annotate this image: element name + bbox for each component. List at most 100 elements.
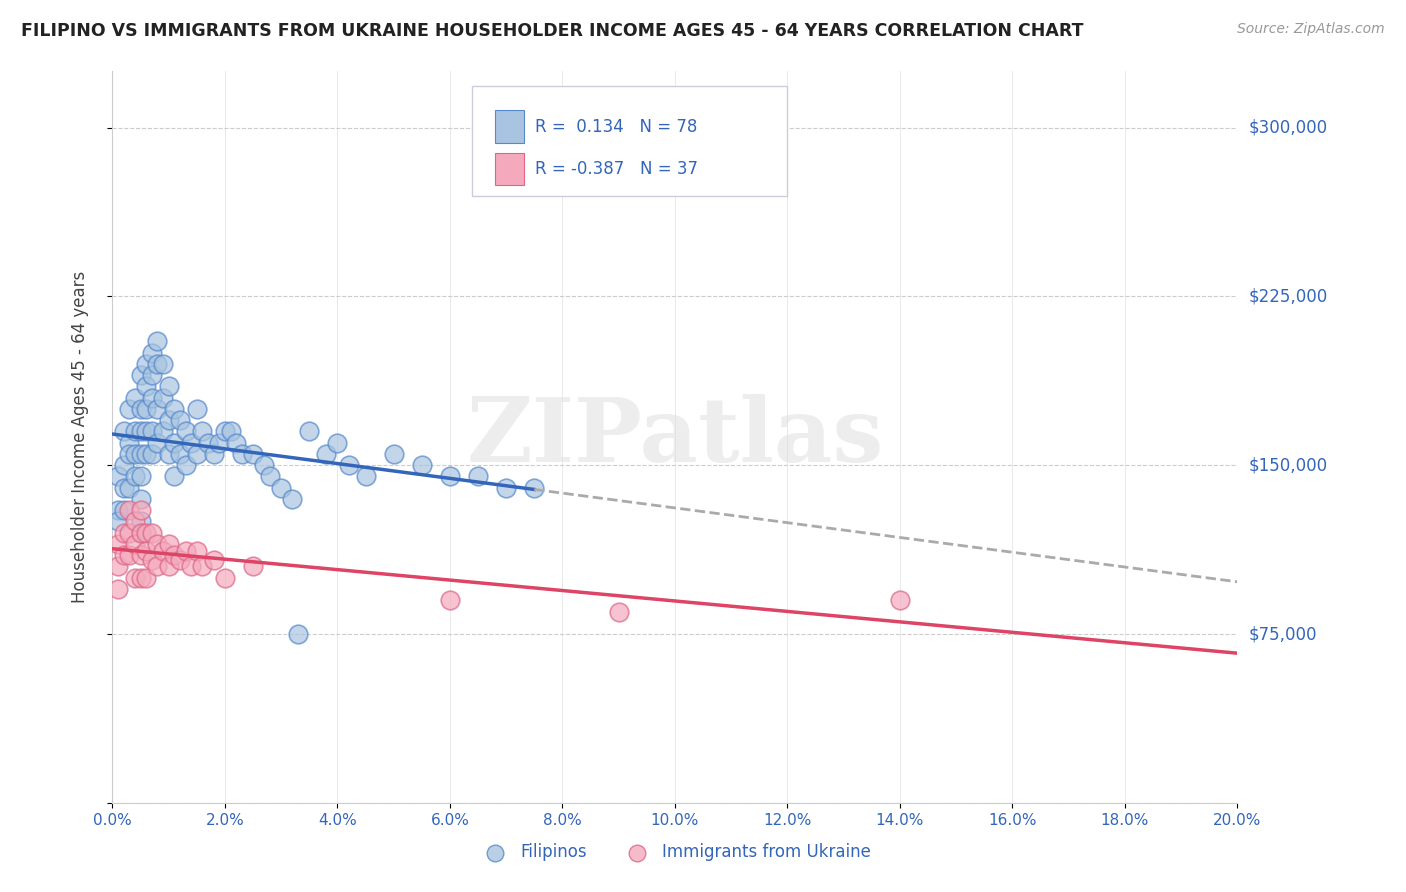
Point xyxy=(163,435,186,450)
Point xyxy=(202,447,225,461)
Point xyxy=(467,469,489,483)
Point xyxy=(124,447,146,461)
Point xyxy=(152,391,174,405)
Text: R = -0.387   N = 37: R = -0.387 N = 37 xyxy=(536,161,699,178)
Point xyxy=(889,593,911,607)
Text: $150,000: $150,000 xyxy=(1249,456,1327,475)
Point xyxy=(129,548,152,562)
Point xyxy=(124,515,146,529)
FancyBboxPatch shape xyxy=(495,153,524,186)
Point xyxy=(129,515,152,529)
Point xyxy=(129,469,152,483)
Point xyxy=(152,425,174,439)
Point xyxy=(112,503,135,517)
Point xyxy=(146,334,169,349)
Point xyxy=(202,553,225,567)
Point xyxy=(146,435,169,450)
Point xyxy=(157,447,180,461)
Point xyxy=(298,425,321,439)
Point xyxy=(129,425,152,439)
Point xyxy=(174,458,197,473)
Point xyxy=(118,503,141,517)
Point xyxy=(169,553,191,567)
Point xyxy=(169,447,191,461)
Point xyxy=(135,543,157,558)
Point xyxy=(129,571,152,585)
Point xyxy=(118,447,141,461)
Point xyxy=(107,515,129,529)
Legend: Filipinos, Immigrants from Ukraine: Filipinos, Immigrants from Ukraine xyxy=(472,837,877,868)
Point xyxy=(231,447,253,461)
Point xyxy=(191,425,214,439)
Point xyxy=(107,537,129,551)
Point xyxy=(186,543,208,558)
Point xyxy=(607,605,630,619)
Point xyxy=(439,593,461,607)
Point xyxy=(225,435,247,450)
Text: ZIPatlas: ZIPatlas xyxy=(467,393,883,481)
Point xyxy=(141,368,163,383)
Point xyxy=(208,435,231,450)
Point xyxy=(129,491,152,506)
Point xyxy=(107,503,129,517)
Point xyxy=(146,401,169,416)
Point xyxy=(118,481,141,495)
Point xyxy=(180,435,202,450)
Point xyxy=(141,345,163,359)
Point xyxy=(157,413,180,427)
Y-axis label: Householder Income Ages 45 - 64 years: Householder Income Ages 45 - 64 years xyxy=(70,271,89,603)
Point xyxy=(118,401,141,416)
Point xyxy=(124,469,146,483)
Point xyxy=(129,525,152,540)
Point xyxy=(270,481,292,495)
Point xyxy=(157,537,180,551)
Point xyxy=(141,425,163,439)
FancyBboxPatch shape xyxy=(495,111,524,143)
Point xyxy=(135,425,157,439)
Point xyxy=(253,458,276,473)
Point xyxy=(287,627,309,641)
Point xyxy=(157,379,180,393)
Point xyxy=(141,553,163,567)
Point xyxy=(326,435,349,450)
Point xyxy=(146,537,169,551)
Point xyxy=(112,458,135,473)
Point xyxy=(174,543,197,558)
FancyBboxPatch shape xyxy=(472,86,787,195)
Point xyxy=(124,425,146,439)
Point xyxy=(107,559,129,574)
Point xyxy=(112,525,135,540)
Text: Source: ZipAtlas.com: Source: ZipAtlas.com xyxy=(1237,22,1385,37)
Point xyxy=(152,543,174,558)
Point xyxy=(118,525,141,540)
Point xyxy=(141,391,163,405)
Point xyxy=(112,425,135,439)
Point xyxy=(135,447,157,461)
Point xyxy=(118,548,141,562)
Point xyxy=(411,458,433,473)
Point xyxy=(242,447,264,461)
Point xyxy=(219,425,242,439)
Point xyxy=(118,435,141,450)
Point xyxy=(129,525,152,540)
Point xyxy=(382,447,405,461)
Point xyxy=(439,469,461,483)
Point xyxy=(141,447,163,461)
Text: R =  0.134   N = 78: R = 0.134 N = 78 xyxy=(536,118,697,136)
Point xyxy=(124,391,146,405)
Point xyxy=(129,401,152,416)
Point xyxy=(163,548,186,562)
Point xyxy=(146,559,169,574)
Point xyxy=(112,481,135,495)
Text: $75,000: $75,000 xyxy=(1249,625,1317,643)
Point xyxy=(197,435,219,450)
Point xyxy=(112,548,135,562)
Text: $300,000: $300,000 xyxy=(1249,119,1327,136)
Point xyxy=(186,401,208,416)
Point xyxy=(191,559,214,574)
Point xyxy=(281,491,304,506)
Point xyxy=(135,379,157,393)
Point xyxy=(163,401,186,416)
Point xyxy=(135,525,157,540)
Text: $225,000: $225,000 xyxy=(1249,287,1327,305)
